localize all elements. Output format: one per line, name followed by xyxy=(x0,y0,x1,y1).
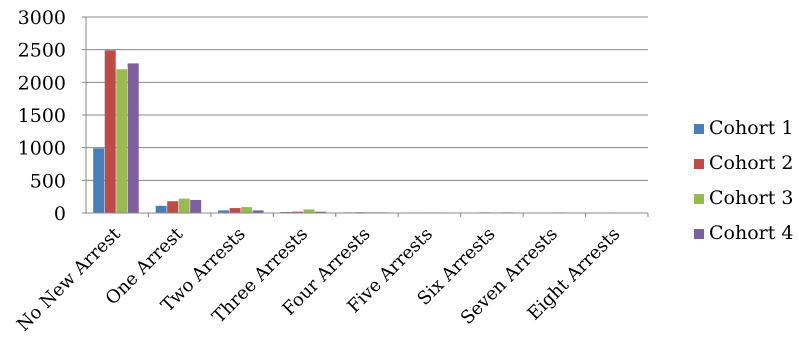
bar-cohort-1-one-arrest xyxy=(155,205,167,213)
x-tick-label-no-new-arrest: No New Arrest xyxy=(13,223,125,335)
legend-swatch-cohort-2 xyxy=(694,159,704,169)
bar-cohort-4-two-arrests xyxy=(252,210,264,213)
bar-cohort-3-two-arrests xyxy=(241,207,253,213)
bar-cohort-3-no-new-arrest xyxy=(116,69,128,214)
y-tick-label-1000: 1000 xyxy=(18,138,66,160)
bar-cohort-2-one-arrest xyxy=(167,201,179,213)
bars xyxy=(93,50,639,214)
bar-cohort-1-no-new-arrest xyxy=(93,148,105,213)
legend-label-cohort-2: Cohort 2 xyxy=(709,152,794,174)
bar-cohort-3-one-arrest xyxy=(178,198,190,213)
legend-swatch-cohort-1 xyxy=(694,124,704,134)
bar-cohort-1-two-arrests xyxy=(218,210,230,213)
gridlines xyxy=(86,16,648,181)
legend-label-cohort-4: Cohort 4 xyxy=(709,222,794,244)
legend: Cohort 1 Cohort 2 Cohort 3 Cohort 4 xyxy=(694,117,794,244)
bar-cohort-4-three-arrests xyxy=(315,211,327,213)
y-tick-label-2000: 2000 xyxy=(18,72,66,94)
y-tick-label-1500: 1500 xyxy=(18,105,66,127)
bar-cohort-2-three-arrests xyxy=(292,211,304,213)
y-axis-tick-labels: 0 500 1000 1500 2000 2500 3000 xyxy=(18,7,66,225)
bar-cohort-2-no-new-arrest xyxy=(104,50,116,213)
legend-swatch-cohort-3 xyxy=(694,194,704,204)
legend-label-cohort-1: Cohort 1 xyxy=(709,117,794,139)
bar-cohort-4-one-arrest xyxy=(190,199,202,213)
legend-label-cohort-3: Cohort 3 xyxy=(709,187,794,209)
legend-swatch-cohort-4 xyxy=(694,229,704,239)
y-tick-label-0: 0 xyxy=(54,203,66,225)
bar-cohort-2-two-arrests xyxy=(229,208,241,213)
y-tick-label-2500: 2500 xyxy=(18,40,66,62)
y-tick-label-500: 500 xyxy=(30,170,66,192)
y-tick-label-3000: 3000 xyxy=(18,7,66,29)
bar-cohort-4-no-new-arrest xyxy=(127,63,139,213)
axes xyxy=(82,16,649,217)
bar-cohort-3-three-arrests xyxy=(303,209,315,213)
